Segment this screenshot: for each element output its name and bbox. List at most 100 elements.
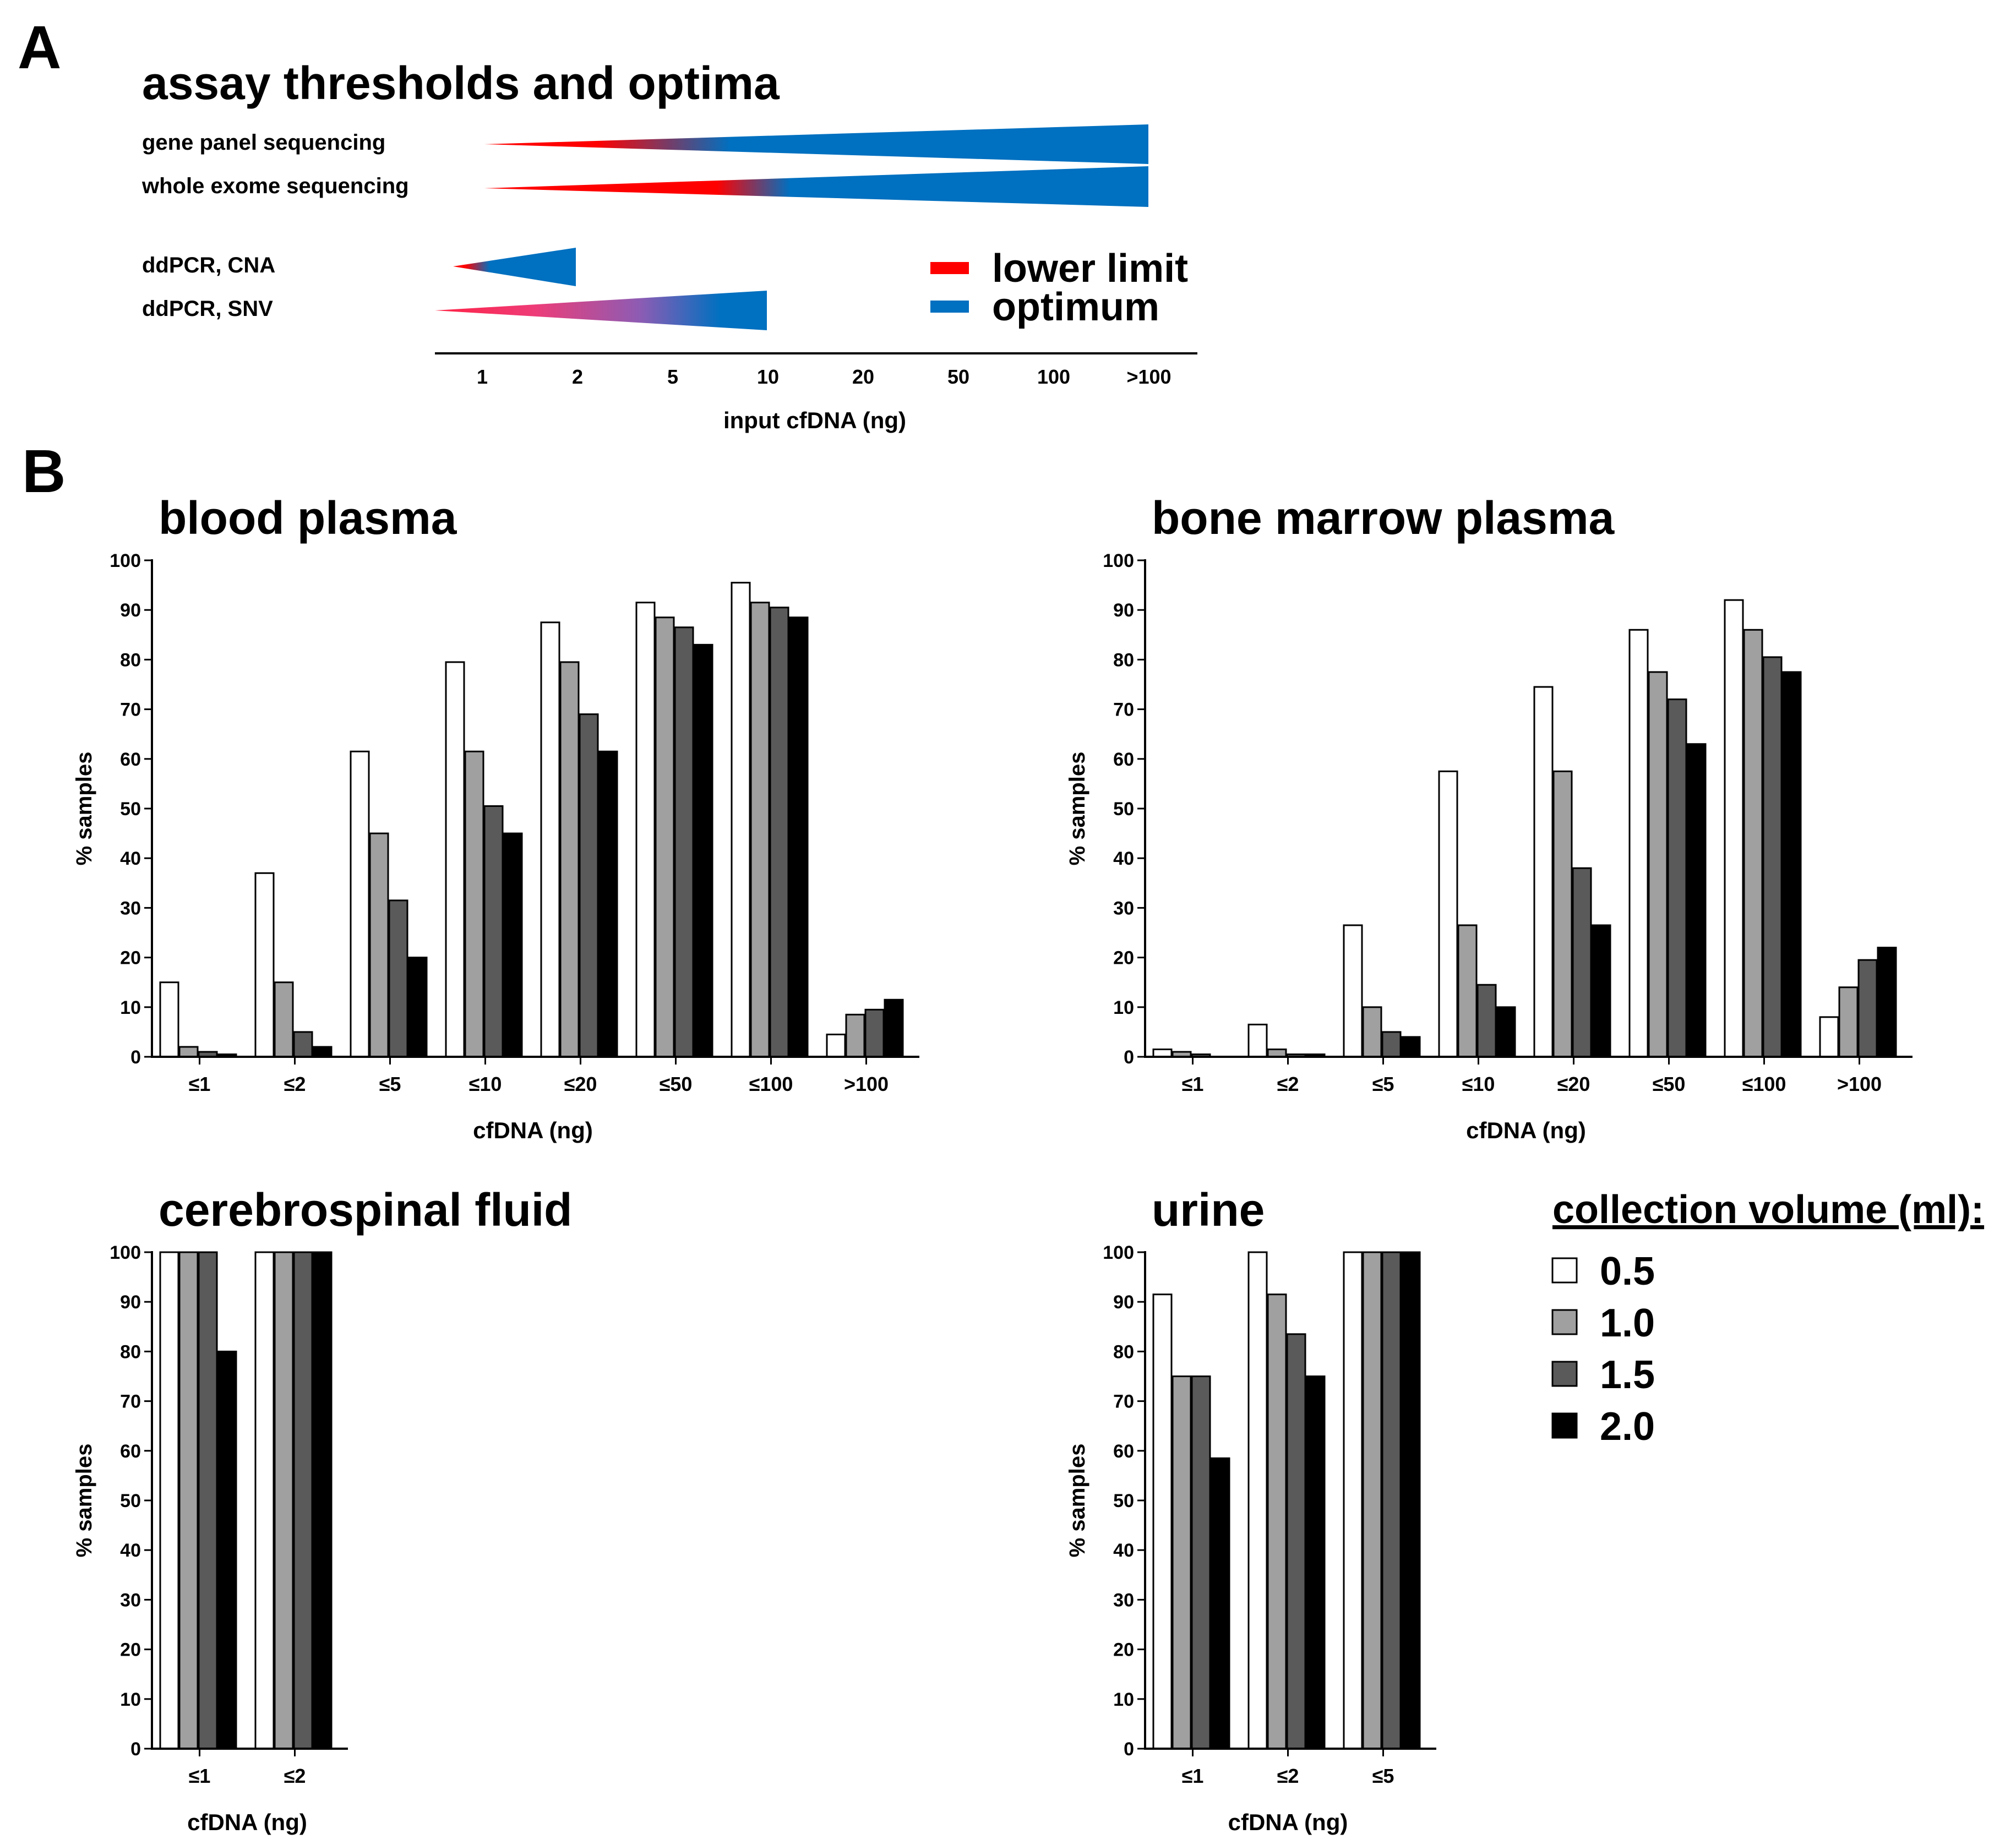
bar-0-5 (159, 1251, 179, 1750)
cerebrospinal-fluid-chart: cerebrospinal fluid % samples 0 10 20 30 40 50 6… (72, 1184, 573, 1835)
bar-0-5 (445, 661, 465, 1058)
y-axis-label: % samples (72, 1444, 96, 1558)
bar-2-0 (1496, 1006, 1516, 1058)
y-tick-label: 40 (120, 848, 141, 869)
y-tick-label: 80 (1113, 1341, 1134, 1362)
assay-label-ddpcr-cna: ddPCR, CNA (142, 253, 275, 277)
bar-1-0 (274, 981, 294, 1058)
assay-wedge-ddpcr-cna (453, 248, 576, 286)
bar-2-0 (884, 998, 904, 1058)
y-tick-label: 100 (1103, 1242, 1134, 1263)
y-tick-label: 30 (1113, 1590, 1134, 1611)
bar-0-5 (1819, 1016, 1839, 1058)
bar-2-0 (1305, 1375, 1326, 1750)
bar-1-0 (1648, 671, 1668, 1058)
bar-1-0 (178, 1046, 199, 1058)
y-tick-label: 10 (1113, 997, 1134, 1018)
x-tick-label: ≤100 (749, 1073, 793, 1095)
bar-0-5 (1152, 1293, 1173, 1750)
bar-1-5 (293, 1031, 313, 1058)
bar-2-0 (1401, 1251, 1421, 1750)
bar-1-0 (274, 1251, 294, 1750)
y-tick-label: 40 (1113, 1540, 1134, 1561)
y-tick-label: 60 (120, 1441, 141, 1462)
x-axis-label: cfDNA (ng) (473, 1117, 593, 1143)
bar-1-5 (1191, 1375, 1211, 1750)
bar-1-5 (1857, 959, 1878, 1058)
bar-0-5 (1247, 1023, 1268, 1058)
bar-0-5 (540, 621, 560, 1058)
bar-2-0 (1877, 947, 1897, 1058)
y-tick-label: 60 (1113, 749, 1134, 770)
legend-swatch-2-0 (1551, 1412, 1578, 1439)
bar-0-5 (826, 1033, 846, 1058)
x-tick-label: ≤20 (564, 1073, 597, 1095)
assay-label-whole-exome: whole exome sequencing (141, 174, 409, 198)
bar-2-0 (693, 643, 713, 1058)
bar-0-5 (635, 602, 656, 1058)
bar-2-0 (312, 1046, 333, 1058)
x-tick-label: ≤1 (1182, 1073, 1204, 1095)
bar-1-5 (1476, 984, 1497, 1058)
bar-0-5 (1152, 1048, 1173, 1058)
y-tick-label: 0 (1124, 1047, 1134, 1068)
x-tick-label: ≤5 (379, 1073, 401, 1095)
x-axis-label: cfDNA (ng) (187, 1809, 307, 1835)
x-tick-label: ≤2 (1277, 1765, 1299, 1787)
y-tick-label: 0 (130, 1047, 141, 1068)
input-cfdna-axis-label: input cfDNA (ng) (723, 407, 906, 433)
x-tick-label: ≤2 (1277, 1073, 1299, 1095)
bar-2-0 (1686, 743, 1707, 1058)
input-cfdna-tick-label: 100 (1037, 365, 1070, 388)
input-cfdna-tick-label: 50 (947, 365, 969, 388)
bar-2-0 (1210, 1457, 1230, 1750)
y-tick-label: 50 (120, 799, 141, 820)
x-axis-label: cfDNA (ng) (1228, 1809, 1348, 1835)
input-cfdna-ticks: 1 2 5 10 20 50 100 >100 (477, 365, 1172, 388)
y-tick-label: 20 (1113, 1640, 1134, 1661)
bar-2-0 (312, 1251, 333, 1750)
y-tick-label: 40 (1113, 848, 1134, 869)
legend-swatch-0-5 (1551, 1257, 1578, 1284)
y-tick-label: 60 (120, 749, 141, 770)
bar-1-0 (369, 832, 389, 1058)
assay-wedge-gene-panel (484, 124, 1148, 164)
y-tick-label: 10 (120, 997, 141, 1018)
bar-0-5 (254, 872, 275, 1058)
chart-title: cerebrospinal fluid (159, 1184, 573, 1236)
bar-1-0 (1743, 629, 1763, 1058)
x-tick-label: >100 (1837, 1073, 1882, 1095)
y-tick-label: 90 (1113, 1292, 1134, 1313)
y-tick-label: 60 (1113, 1441, 1134, 1462)
bone-marrow-plasma-chart: bone marrow plasma % samples 0 10 20 30 40 50 60… (1065, 492, 1913, 1143)
chart-title: bone marrow plasma (1152, 492, 1615, 544)
y-tick-label: 80 (120, 649, 141, 670)
assay-label-ddpcr-snv: ddPCR, SNV (142, 297, 273, 321)
y-tick-label: 30 (1113, 898, 1134, 919)
bar-1-0 (464, 750, 484, 1058)
y-tick-label: 40 (120, 1540, 141, 1561)
bar-1-0 (1172, 1375, 1192, 1750)
input-cfdna-tick-label: 20 (852, 365, 874, 388)
x-tick-label: ≤2 (284, 1073, 306, 1095)
x-tick-label: ≤100 (1742, 1073, 1786, 1095)
bar-1-5 (579, 713, 599, 1058)
bar-1-0 (1362, 1006, 1382, 1058)
bar-1-0 (1267, 1293, 1287, 1750)
y-tick-label: 100 (1103, 550, 1134, 571)
y-tick-label: 90 (1113, 600, 1134, 621)
bar-1-0 (1552, 770, 1573, 1058)
y-tick-label: 30 (120, 898, 141, 919)
bar-1-5 (1381, 1031, 1402, 1058)
y-tick-label: 0 (1124, 1739, 1134, 1760)
bar-1-0 (1362, 1251, 1382, 1750)
y-tick-label: 100 (110, 550, 141, 571)
bar-1-0 (559, 661, 580, 1058)
bar-1-5 (293, 1251, 313, 1750)
x-tick-label: >100 (844, 1073, 889, 1095)
chart-title: urine (1152, 1184, 1265, 1236)
bar-2-0 (1401, 1036, 1421, 1058)
bar-2-0 (503, 832, 523, 1058)
bar-1-0 (1267, 1048, 1287, 1058)
bar-2-0 (788, 616, 809, 1058)
